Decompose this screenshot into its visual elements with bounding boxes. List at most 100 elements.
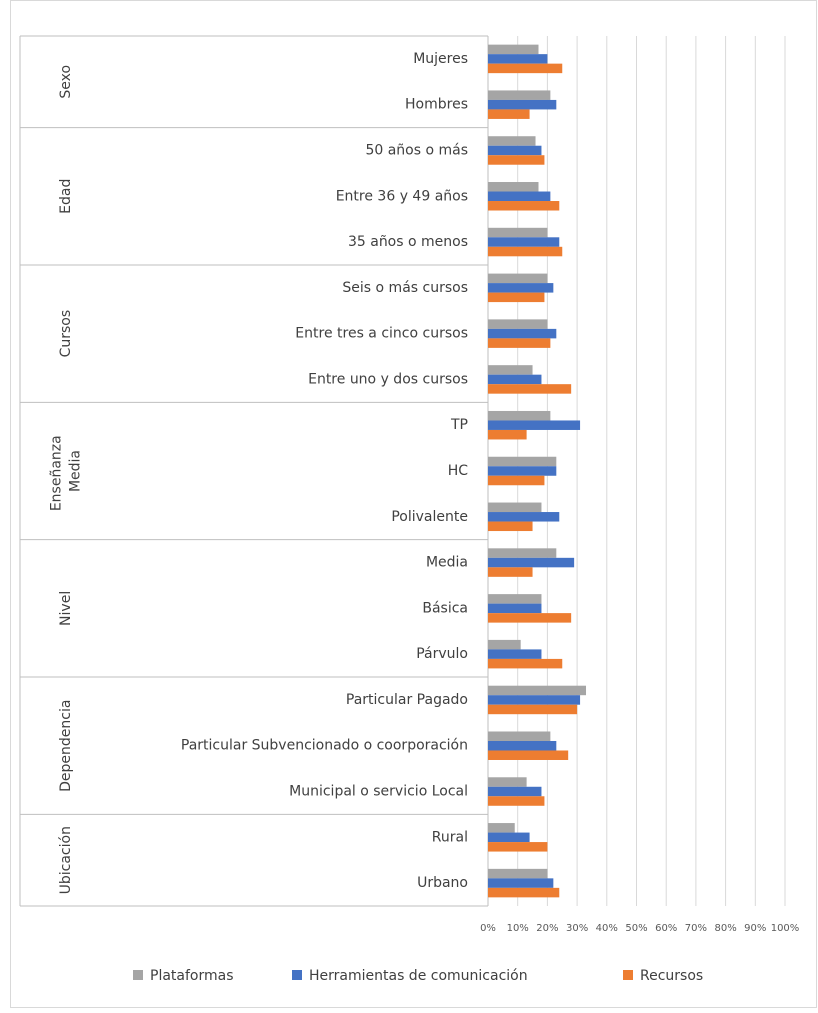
x-tick-label: 40%	[596, 923, 618, 934]
bar	[488, 374, 542, 385]
group-label: Sexo	[58, 65, 74, 99]
bar	[488, 136, 536, 146]
bar	[488, 145, 542, 156]
category-label: Entre uno y dos cursos	[308, 371, 468, 387]
bar	[488, 90, 551, 100]
bar	[488, 227, 548, 238]
bar	[488, 639, 521, 650]
bar	[488, 740, 557, 751]
bar	[488, 410, 551, 421]
bar	[488, 182, 539, 192]
x-tick-label: 0%	[480, 923, 496, 934]
bar	[488, 750, 569, 760]
bar	[488, 502, 542, 513]
legend-swatch	[133, 970, 143, 980]
group-label: Enseñanza Media	[49, 431, 84, 511]
bar	[488, 868, 548, 879]
bar	[488, 823, 515, 833]
bar	[488, 887, 560, 898]
bar	[488, 777, 527, 787]
legend-swatch	[623, 970, 633, 980]
bar	[488, 420, 581, 430]
category-label: Mujeres	[413, 51, 468, 67]
x-tick-label: 50%	[625, 923, 647, 934]
category-label: Polivalente	[391, 509, 468, 525]
bar	[488, 594, 542, 604]
bar	[488, 328, 557, 339]
bar	[488, 731, 551, 741]
bar	[488, 832, 530, 843]
x-tick-label: 80%	[714, 923, 736, 934]
x-tick-label: 10%	[507, 923, 529, 934]
bar	[488, 109, 530, 119]
bar	[488, 338, 551, 348]
bar	[488, 99, 557, 110]
bar	[488, 44, 539, 55]
group-label: Cursos	[58, 310, 74, 358]
category-label: Hombres	[405, 97, 468, 113]
category-label: Entre 36 y 49 años	[336, 188, 468, 204]
bar	[488, 878, 554, 888]
legend-label: Recursos	[640, 968, 703, 984]
x-tick-label: 20%	[536, 923, 558, 934]
group-label: Ubicación	[58, 826, 74, 894]
category-label: Particular Pagado	[346, 692, 468, 708]
category-label: TP	[450, 417, 468, 433]
category-label: Media	[426, 555, 468, 571]
bar	[488, 384, 572, 394]
category-label: Municipal o servicio Local	[289, 784, 468, 800]
group-label: Edad	[58, 179, 74, 214]
bar	[488, 613, 572, 623]
bar	[488, 456, 557, 467]
category-label: Urbano	[417, 875, 468, 891]
bar	[488, 842, 548, 852]
bar	[488, 155, 545, 165]
bar	[488, 54, 548, 64]
bar	[488, 365, 533, 375]
bar	[488, 521, 533, 532]
bar	[488, 237, 560, 247]
bar	[488, 567, 533, 577]
x-tick-label: 60%	[655, 923, 677, 934]
category-label: Párvulo	[416, 646, 468, 662]
x-tick-label: 30%	[566, 923, 588, 934]
category-label: Entre tres a cinco cursos	[295, 326, 468, 342]
legend-label: Plataformas	[150, 968, 234, 984]
chart-frame	[10, 0, 817, 1008]
x-tick-label: 70%	[685, 923, 707, 934]
category-label: Seis o más cursos	[342, 280, 468, 296]
bar	[488, 512, 560, 522]
category-label: 50 años o más	[365, 142, 468, 158]
group-label: Nivel	[58, 591, 74, 626]
bar	[488, 685, 587, 696]
legend-label: Herramientas de comunicación	[309, 968, 528, 984]
bar	[488, 63, 563, 74]
bar	[488, 557, 575, 568]
category-label: Particular Subvencionado o coorporación	[181, 738, 468, 754]
bar	[488, 695, 581, 705]
group-label: Dependencia	[58, 700, 74, 792]
category-label: HC	[448, 463, 469, 479]
bar	[488, 658, 563, 669]
bar	[488, 319, 548, 329]
legend-swatch	[292, 970, 302, 980]
bar	[488, 786, 542, 797]
bar	[488, 292, 545, 303]
bar	[488, 429, 527, 440]
bar	[488, 201, 560, 211]
bar	[488, 273, 548, 284]
bar	[488, 603, 542, 614]
bar	[488, 704, 578, 715]
bar	[488, 283, 554, 293]
bar	[488, 246, 563, 257]
category-label: Básica	[422, 600, 468, 616]
category-label: 35 años o menos	[348, 234, 468, 250]
category-label: Rural	[432, 829, 468, 845]
bar	[488, 191, 551, 202]
bar	[488, 649, 542, 659]
bar	[488, 796, 545, 806]
bar	[488, 466, 557, 476]
x-tick-label: 100%	[771, 923, 800, 934]
x-tick-label: 90%	[744, 923, 766, 934]
